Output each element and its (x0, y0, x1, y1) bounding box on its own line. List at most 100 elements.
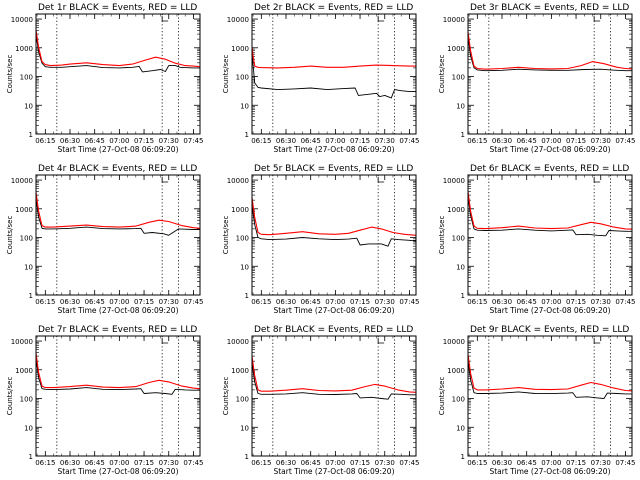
y-tick-label: 100 (452, 235, 465, 243)
x-tick-label: 06:15 (35, 137, 55, 145)
lld-series-line (35, 353, 201, 390)
plot-frame (35, 13, 201, 135)
x-tick-label: 06:45 (517, 298, 537, 306)
y-tick-label: 100 (452, 74, 465, 82)
panel-title: Det 7r BLACK = Events, RED = LLD (38, 325, 197, 335)
x-tick-label: 07:30 (375, 137, 395, 145)
lld-series-line (467, 354, 633, 392)
lld-series-line (35, 29, 201, 68)
y-tick-label: 100 (236, 74, 249, 82)
panel-title: Det 1r BLACK = Events, RED = LLD (38, 3, 197, 13)
y-tick-label: 100 (236, 396, 249, 404)
y-tick-label: 10000 (227, 338, 249, 346)
y-tick-label: 10 (240, 263, 249, 271)
x-axis-label: Start Time (27-Oct-08 06:09:20) (57, 306, 178, 315)
x-tick-label: 07:15 (566, 459, 586, 467)
interval-bracket (593, 338, 601, 344)
y-tick-label: 1000 (231, 367, 249, 375)
x-tick-label: 07:45 (615, 459, 635, 467)
x-tick-label: 06:15 (251, 137, 271, 145)
panel-title: Det 6r BLACK = Events, RED = LLD (470, 164, 629, 174)
detector-panel: Det 3r BLACK = Events, RED = LLD 1 10 100 10… (438, 3, 636, 154)
detector-panel: Det 9r BLACK = Events, RED = LLD 1 10 100 10… (438, 325, 636, 476)
y-axis-label: Counts/sec (6, 55, 14, 94)
y-tick-label: 100 (20, 235, 33, 243)
x-tick-label: 06:45 (517, 459, 537, 467)
y-tick-label: 100 (20, 74, 33, 82)
plot-frame (467, 174, 633, 296)
interval-bracket (161, 16, 169, 22)
y-tick-label: 10000 (11, 16, 33, 24)
x-tick-label: 06:30 (276, 459, 296, 467)
events-series-line (251, 204, 417, 247)
x-tick-label: 07:00 (541, 137, 561, 145)
x-tick-label: 06:30 (492, 459, 512, 467)
x-tick-label: 06:15 (35, 459, 55, 467)
detector-panel: Det 4r BLACK = Events, RED = LLD 1 10 100 10… (6, 164, 204, 315)
x-tick-label: 06:45 (517, 137, 537, 145)
x-tick-label: 06:15 (251, 298, 271, 306)
x-tick-label: 07:45 (399, 298, 419, 306)
y-tick-label: 1 (245, 453, 249, 461)
plot-frame (467, 335, 633, 457)
x-tick-label: 07:30 (591, 459, 611, 467)
x-tick-label: 06:30 (60, 459, 80, 467)
y-tick-label: 1000 (15, 45, 33, 53)
detector-panel: Det 8r BLACK = Events, RED = LLD 1 10 100 10… (222, 325, 420, 476)
x-tick-label: 07:00 (541, 459, 561, 467)
x-axis-label: Start Time (27-Oct-08 06:09:20) (489, 467, 610, 476)
x-tick-label: 06:15 (467, 459, 487, 467)
x-tick-label: 06:30 (492, 298, 512, 306)
x-tick-label: 07:00 (325, 459, 345, 467)
panel-title: Det 5r BLACK = Events, RED = LLD (254, 164, 413, 174)
detector-panel: Det 1r BLACK = Events, RED = LLD 1 10 100 10… (6, 3, 204, 154)
x-tick-label: 06:45 (85, 459, 105, 467)
y-tick-label: 10000 (11, 177, 33, 185)
plot-frame (251, 174, 417, 296)
y-tick-label: 100 (452, 396, 465, 404)
x-axis-label: Start Time (27-Oct-08 06:09:20) (57, 467, 178, 476)
x-tick-label: 06:45 (85, 298, 105, 306)
interval-bracket (377, 16, 385, 22)
x-tick-label: 07:15 (566, 137, 586, 145)
panel-title: Det 8r BLACK = Events, RED = LLD (254, 325, 413, 335)
x-axis-label: Start Time (27-Oct-08 06:09:20) (273, 145, 394, 154)
x-tick-label: 06:15 (467, 137, 487, 145)
x-tick-label: 07:45 (183, 459, 203, 467)
interval-bracket (161, 338, 169, 344)
y-tick-label: 10 (240, 424, 249, 432)
detector-panel: Det 6r BLACK = Events, RED = LLD 1 10 100 10… (438, 164, 636, 315)
y-tick-label: 1 (461, 453, 465, 461)
plot-frame (35, 335, 201, 457)
y-tick-label: 1 (29, 453, 33, 461)
x-tick-label: 07:30 (159, 137, 179, 145)
x-tick-label: 06:30 (276, 298, 296, 306)
plot-frame (35, 174, 201, 296)
y-tick-label: 1000 (447, 206, 465, 214)
x-tick-label: 07:45 (183, 137, 203, 145)
x-tick-label: 07:00 (325, 137, 345, 145)
plot-frame (467, 13, 633, 135)
y-tick-label: 1000 (231, 45, 249, 53)
y-tick-label: 10 (240, 102, 249, 110)
x-tick-label: 07:45 (399, 137, 419, 145)
events-series-line (251, 362, 416, 400)
interval-bracket (161, 177, 169, 183)
events-series-line (467, 361, 632, 399)
x-axis-label: Start Time (27-Oct-08 06:09:20) (273, 306, 394, 315)
y-tick-label: 100 (236, 235, 249, 243)
events-series-line (35, 358, 200, 395)
x-tick-label: 07:30 (591, 137, 611, 145)
x-tick-label: 06:30 (60, 298, 80, 306)
y-axis-label: Counts/sec (438, 377, 446, 416)
x-tick-label: 07:00 (541, 298, 561, 306)
x-tick-label: 07:15 (134, 298, 154, 306)
y-axis-label: Counts/sec (6, 216, 14, 255)
x-tick-label: 07:30 (375, 298, 395, 306)
y-tick-label: 1 (245, 292, 249, 300)
y-axis-label: Counts/sec (438, 216, 446, 255)
x-tick-label: 06:45 (301, 298, 321, 306)
x-axis-label: Start Time (27-Oct-08 06:09:20) (489, 306, 610, 315)
y-tick-label: 1 (461, 131, 465, 139)
x-tick-label: 06:30 (492, 137, 512, 145)
